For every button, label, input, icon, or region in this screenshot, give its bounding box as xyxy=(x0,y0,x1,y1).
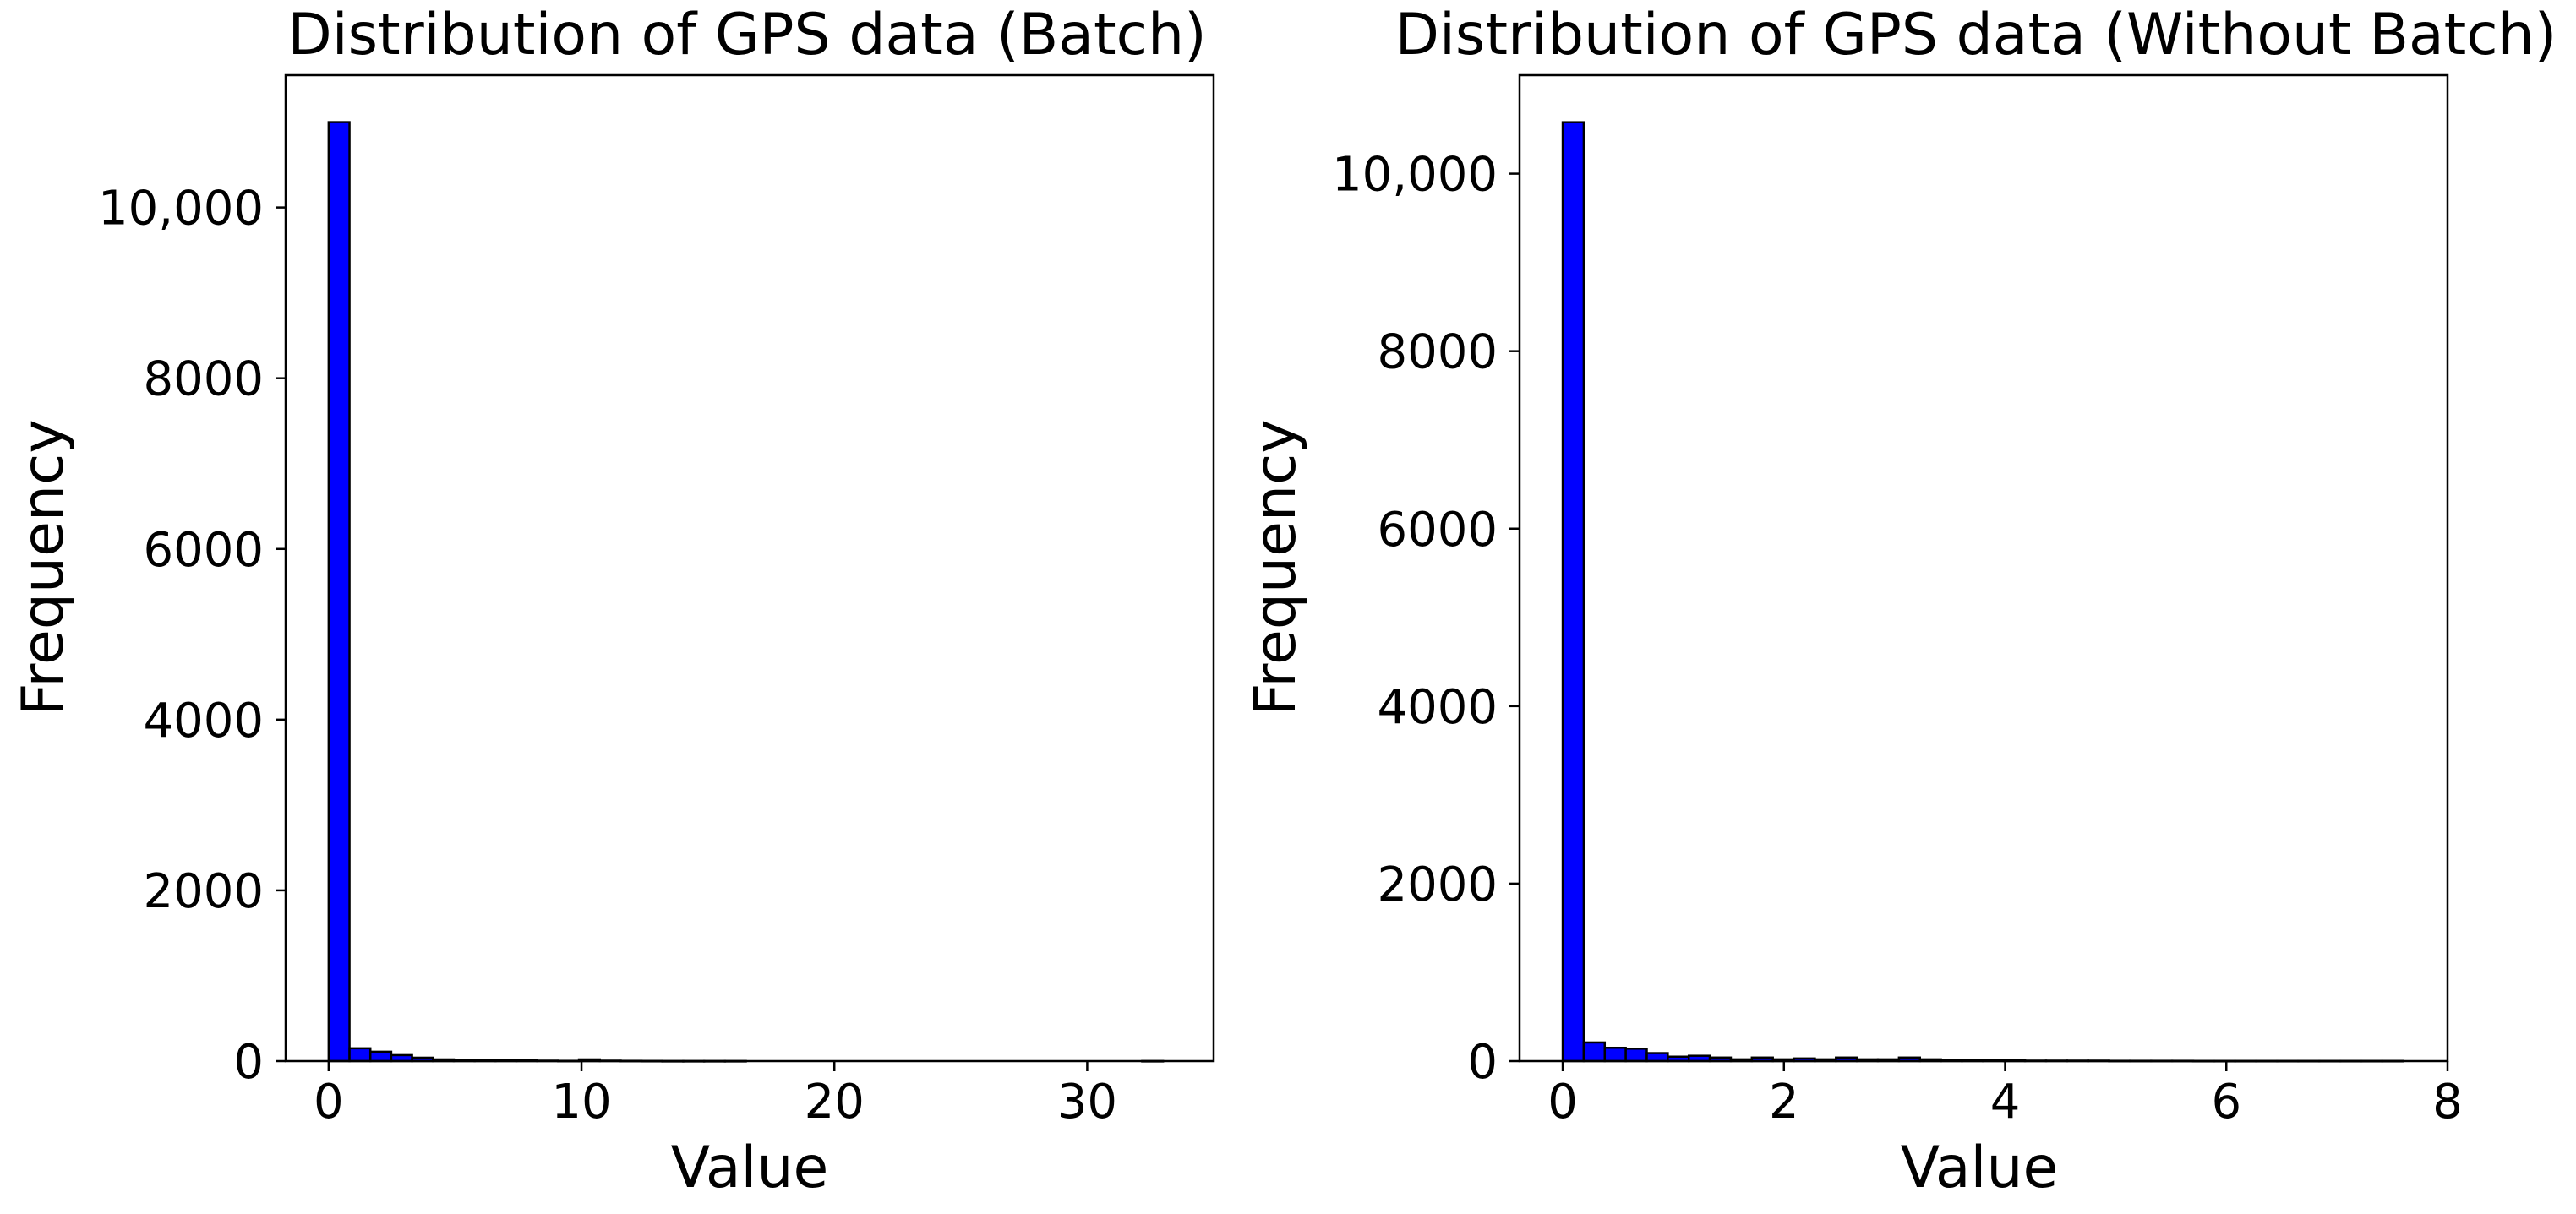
x-tick-label: 30 xyxy=(1057,1075,1117,1130)
chart-batch: Distribution of GPS data (Batch) 0 2000 40… xyxy=(10,2,1215,1201)
y-tick-label: 2000 xyxy=(143,864,264,919)
x-tick-label: 20 xyxy=(805,1075,865,1130)
x-tick-label: 0 xyxy=(314,1075,344,1130)
histogram-bars xyxy=(327,121,1165,1063)
histogram-bar xyxy=(327,121,351,1063)
y-axis-ticks: 0 2000 4000 6000 8000 10,000 xyxy=(1332,148,1520,1090)
plot-frame xyxy=(1518,73,2449,1063)
x-axis-ticks: 0 2 4 6 8 xyxy=(1547,1061,2463,1130)
chart-title: Distribution of GPS data (Without Batch) xyxy=(1395,2,2557,68)
y-tick-label: 8000 xyxy=(1377,325,1498,380)
chart-title: Distribution of GPS data (Batch) xyxy=(287,2,1206,68)
y-axis-label: Frequency xyxy=(10,419,77,716)
x-tick-label: 10 xyxy=(551,1075,611,1130)
y-tick-label: 4000 xyxy=(143,694,264,749)
y-tick-label: 2000 xyxy=(1377,857,1498,912)
y-tick-label: 8000 xyxy=(143,352,264,407)
y-tick-label: 4000 xyxy=(1377,680,1498,735)
histogram-bar xyxy=(348,1047,372,1063)
y-tick-label: 10,000 xyxy=(98,182,264,237)
histogram-bar xyxy=(1582,1041,1607,1063)
histogram-bar xyxy=(1645,1052,1669,1063)
y-axis-ticks: 0 2000 4000 6000 8000 10,000 xyxy=(98,182,286,1090)
y-tick-label: 10,000 xyxy=(1332,148,1498,203)
plot-frame xyxy=(284,73,1215,1063)
histogram-bar xyxy=(1603,1046,1627,1063)
y-axis-label: Frequency xyxy=(1242,419,1309,716)
x-axis-label: Value xyxy=(1901,1135,2059,1201)
x-tick-label: 2 xyxy=(1769,1075,1799,1130)
x-tick-label: 4 xyxy=(1990,1075,2021,1130)
x-tick-label: 6 xyxy=(2211,1075,2241,1130)
histogram-bar xyxy=(368,1050,393,1063)
y-tick-label: 6000 xyxy=(1377,503,1498,558)
y-tick-label: 0 xyxy=(233,1035,264,1090)
y-tick-label: 6000 xyxy=(143,523,264,578)
x-axis-ticks: 0 10 20 30 xyxy=(314,1061,1117,1130)
chart-without-batch: Distribution of GPS data (Without Batch)… xyxy=(1242,2,2557,1201)
x-tick-label: 8 xyxy=(2432,1075,2463,1130)
histogram-bar xyxy=(1561,121,1585,1063)
x-tick-label: 0 xyxy=(1547,1075,1578,1130)
y-tick-label: 0 xyxy=(1467,1035,1498,1090)
histogram-bar xyxy=(1624,1048,1648,1063)
histogram-bars xyxy=(1561,121,2404,1063)
x-axis-label: Value xyxy=(671,1135,829,1201)
